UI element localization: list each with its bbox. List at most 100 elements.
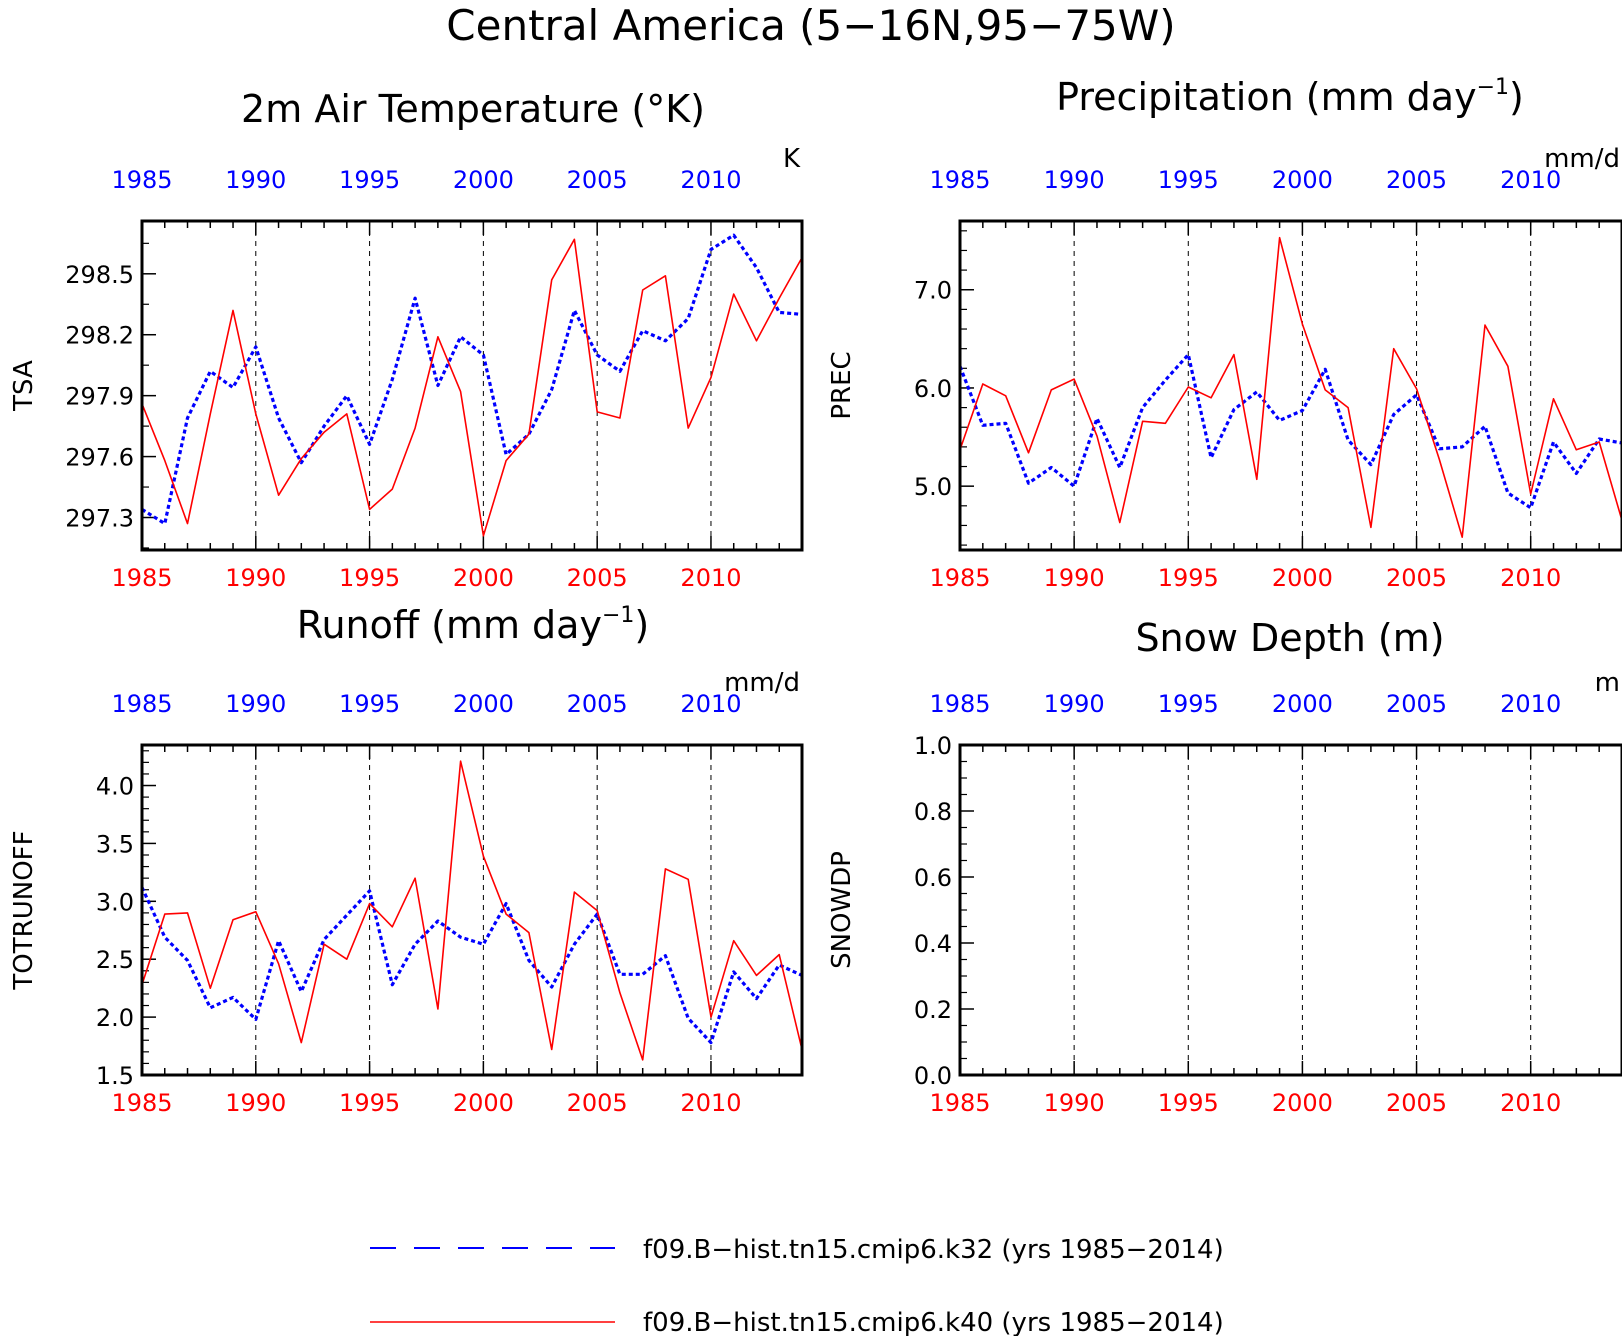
x-tick-label-bottom: 2000	[1272, 1089, 1333, 1117]
y-axis-label: TSA	[9, 360, 39, 412]
x-tick-label-top: 2005	[567, 690, 628, 718]
panel-runoff: Runoff (mm day−1) mm/d 1.5 2.0 2.5 3.0 3.5 4.0 1…	[9, 603, 804, 1117]
x-tick-label-bottom: 2005	[567, 564, 628, 592]
y-tick-label: 2.5	[96, 946, 134, 974]
y-tick-label: 298.5	[65, 261, 134, 289]
x-tick-label-bottom: 2005	[567, 1089, 628, 1117]
x-tick-label-bottom: 1985	[929, 1089, 990, 1117]
x-tick-label-top: 2000	[453, 166, 514, 194]
y-tick-label: 6.0	[914, 375, 952, 403]
panel-title: Snow Depth (m)	[1135, 616, 1444, 660]
units-label: K	[783, 144, 801, 174]
x-tick-label-bottom: 2010	[1500, 1089, 1561, 1117]
series-line-k40	[141, 238, 803, 537]
y-axis-label: SNOWDP	[827, 851, 857, 969]
legend-k40-label: f09.B−hist.tn15.cmip6.k40 (yrs 1985−2014…	[643, 1308, 1224, 1336]
figure-title: Central America (5−16N,95−75W)	[446, 1, 1175, 50]
y-tick-label: 0.4	[914, 930, 952, 958]
x-tick-label-bottom: 1985	[111, 564, 172, 592]
plot-frame	[958, 743, 1622, 1077]
plot-frame	[140, 219, 804, 552]
x-tick-label-top: 1985	[111, 166, 172, 194]
x-tick-label-bottom: 2005	[1386, 564, 1447, 592]
x-tick-label-bottom: 2000	[1272, 564, 1333, 592]
x-tick-label-top: 2010	[1500, 690, 1561, 718]
legend-k32-label: f09.B−hist.tn15.cmip6.k32 (yrs 1985−2014…	[643, 1235, 1224, 1265]
x-tick-label-top: 1990	[1044, 690, 1105, 718]
plot-frame	[140, 743, 804, 1077]
x-tick-label-top: 1985	[929, 166, 990, 194]
units-label: mm/d	[1544, 144, 1620, 174]
x-tick-label-bottom: 2000	[453, 564, 514, 592]
series-line-k32	[958, 353, 1622, 510]
x-tick-label-top: 2000	[1272, 690, 1333, 718]
panel-title: Precipitation (mm day−1)	[1056, 75, 1524, 119]
x-tick-label-top: 2005	[567, 166, 628, 194]
x-tick-label-top: 1995	[339, 166, 400, 194]
x-tick-label-bottom: 1990	[225, 564, 286, 592]
series-line-k32	[141, 233, 803, 526]
y-tick-label: 297.9	[65, 383, 134, 411]
x-tick-label-bottom: 1995	[1158, 1089, 1219, 1117]
x-tick-label-top: 2005	[1386, 690, 1447, 718]
x-tick-label-top: 1985	[929, 690, 990, 718]
x-tick-label-top: 1990	[1044, 166, 1105, 194]
x-tick-label-bottom: 1995	[339, 1089, 400, 1117]
y-tick-label: 0.0	[914, 1062, 952, 1090]
y-tick-label: 5.0	[914, 473, 952, 501]
y-tick-label: 1.0	[914, 732, 952, 760]
series-line-k32	[140, 886, 803, 1045]
y-axis-label: TOTRUNOFF	[9, 830, 39, 990]
y-tick-label: 3.5	[96, 830, 134, 858]
y-tick-label: 2.0	[96, 1004, 134, 1032]
x-tick-label-bottom: 1985	[929, 564, 990, 592]
x-tick-label-top: 2005	[1386, 166, 1447, 194]
panels: 2m Air Temperature (°K) K 297.3 297.6 297.9 2…	[9, 75, 1622, 1117]
x-tick-label-top: 1995	[1158, 166, 1219, 194]
x-tick-label-bottom: 2005	[1386, 1089, 1447, 1117]
x-tick-label-top: 1990	[225, 690, 286, 718]
x-tick-label-top: 1995	[1158, 690, 1219, 718]
y-tick-label: 297.6	[65, 444, 134, 472]
legend: f09.B−hist.tn15.cmip6.k32 (yrs 1985−2014…	[370, 1235, 1224, 1336]
x-tick-label-bottom: 1990	[1044, 564, 1105, 592]
x-tick-label-bottom: 1990	[225, 1089, 286, 1117]
y-tick-label: 298.2	[65, 322, 134, 350]
x-tick-label-bottom: 1995	[1158, 564, 1219, 592]
y-tick-label: 0.6	[914, 864, 952, 892]
x-tick-label-bottom: 1985	[111, 1089, 172, 1117]
panel-prec: Precipitation (mm day−1) mm/d 5.0 6.0 7.0 198…	[827, 75, 1622, 592]
x-tick-label-top: 1995	[339, 690, 400, 718]
y-axis-label: PREC	[827, 351, 857, 419]
y-tick-label: 0.2	[914, 996, 952, 1024]
panel-tsa: 2m Air Temperature (°K) K 297.3 297.6 297.9 2…	[9, 87, 804, 592]
y-tick-label: 4.0	[96, 773, 134, 801]
y-tick-label: 0.8	[914, 798, 952, 826]
x-tick-label-bottom: 1990	[1044, 1089, 1105, 1117]
series-line-k40	[141, 760, 803, 1061]
panel-snowdp: Snow Depth (m) m 0.0 0.2 0.4 0.6 0.8 1.0 1985 198…	[827, 616, 1622, 1117]
x-tick-label-bottom: 2000	[453, 1089, 514, 1117]
x-tick-label-top: 2010	[1500, 166, 1561, 194]
plot-frame	[958, 219, 1622, 552]
series-line-k40	[959, 236, 1622, 539]
x-tick-label-bottom: 2010	[680, 564, 741, 592]
panel-title: 2m Air Temperature (°K)	[241, 87, 705, 131]
y-tick-label: 7.0	[914, 277, 952, 305]
x-tick-label-bottom: 2010	[680, 1089, 741, 1117]
y-tick-label: 1.5	[96, 1062, 134, 1090]
x-tick-label-top: 2000	[1272, 166, 1333, 194]
y-tick-label: 3.0	[96, 888, 134, 916]
y-tick-label: 297.3	[65, 505, 134, 533]
x-tick-label-bottom: 1995	[339, 564, 400, 592]
x-tick-label-bottom: 2010	[1500, 564, 1561, 592]
x-tick-label-top: 2010	[680, 690, 741, 718]
x-tick-label-top: 1990	[225, 166, 286, 194]
units-label: mm/d	[724, 668, 800, 698]
panel-title: Runoff (mm day−1)	[297, 603, 649, 647]
units-label: m	[1595, 668, 1620, 698]
x-tick-label-top: 2010	[680, 166, 741, 194]
x-tick-label-top: 1985	[111, 690, 172, 718]
x-tick-label-top: 2000	[453, 690, 514, 718]
